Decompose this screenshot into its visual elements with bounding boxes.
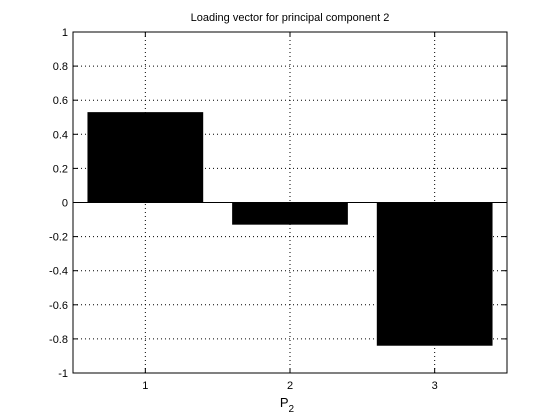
bar <box>376 202 493 346</box>
y-tick-label: 0.6 <box>53 95 68 107</box>
x-tick-label: 2 <box>287 380 293 392</box>
x-tick-label: 1 <box>142 380 148 392</box>
y-tick-label: 0.4 <box>53 129 68 141</box>
x-tick-label: 3 <box>432 380 438 392</box>
x-axis-label-main: P <box>280 395 289 410</box>
y-tick-label: 0 <box>62 198 68 210</box>
bar <box>232 202 348 225</box>
y-tick-label: 0.2 <box>53 163 68 175</box>
bars <box>87 112 493 346</box>
bar <box>87 112 204 203</box>
x-axis-label-subscript: 2 <box>289 404 295 415</box>
chart-title: Loading vector for principal component 2 <box>191 12 390 24</box>
y-tick-label: 0.8 <box>53 61 68 73</box>
y-tick-label: -0.4 <box>49 266 68 278</box>
y-tick-label: -0.2 <box>49 232 68 244</box>
axis-ticks <box>73 31 507 374</box>
y-tick-label: -0.6 <box>49 300 68 312</box>
y-tick-labels: -1 -0.8 -0.6 -0.4 -0.2 0 0.2 0.4 0.6 0.8 1 <box>49 27 68 380</box>
x-tick-labels: 1 2 3 <box>142 380 437 392</box>
y-tick-label: 1 <box>62 27 68 39</box>
y-tick-label: -0.8 <box>49 334 68 346</box>
y-tick-label: -1 <box>58 368 68 380</box>
x-axis-label: P2 <box>280 395 295 415</box>
